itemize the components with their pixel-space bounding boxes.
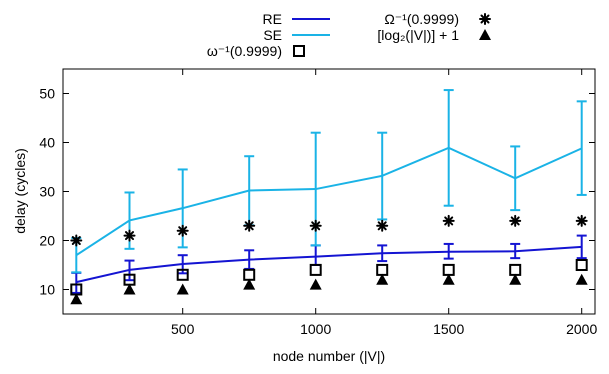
- series-1: [71, 89, 587, 274]
- series-2: [70, 214, 588, 247]
- data-point-triangle: [176, 283, 189, 295]
- y-tick-label: 20: [39, 233, 55, 249]
- data-point-triangle: [309, 278, 322, 290]
- x-tick-label: 500: [171, 321, 195, 337]
- data-point-star: [575, 214, 588, 227]
- data-point-square: [442, 263, 455, 276]
- x-axis-label: node number (|V|): [273, 348, 385, 364]
- series-marks: [70, 89, 588, 305]
- series-line: [76, 245, 582, 284]
- data-point-square: [70, 283, 83, 296]
- data-point-star: [243, 219, 256, 232]
- data-point-star: [442, 214, 455, 227]
- axis-ticks: 10 20 30 40 50 500 1000 1500 2000: [39, 69, 597, 337]
- data-point-triangle: [442, 273, 455, 285]
- legend-swatch: [293, 45, 305, 57]
- legend-label: RE: [263, 11, 282, 27]
- data-point-star: [509, 214, 522, 227]
- legend-item-1: SE: [263, 27, 330, 43]
- data-point-square: [376, 263, 389, 276]
- legend-swatch: [479, 13, 491, 25]
- x-tick-label: 1000: [300, 321, 331, 337]
- data-point-triangle: [575, 273, 588, 285]
- y-tick-label: 40: [39, 135, 55, 151]
- legend-item-0: RE: [263, 11, 330, 27]
- data-point-star: [176, 224, 189, 237]
- data-point-square: [123, 273, 136, 286]
- legend-item-2: Ω⁻¹(0.9999): [384, 11, 491, 27]
- legend-label: SE: [263, 27, 282, 43]
- data-point-triangle: [243, 278, 256, 290]
- data-point-triangle: [70, 293, 83, 305]
- data-point-star: [123, 229, 136, 242]
- data-point-square: [243, 268, 256, 281]
- data-point-star: [309, 219, 322, 232]
- legend-swatch: [479, 29, 491, 40]
- data-point-triangle: [123, 283, 136, 295]
- data-point-triangle: [376, 273, 389, 285]
- y-tick-label: 30: [39, 184, 55, 200]
- data-point-star: [70, 234, 83, 247]
- x-tick-label: 1500: [433, 321, 464, 337]
- legend-item-4: ω⁻¹(0.9999): [207, 43, 305, 59]
- data-point-square: [575, 259, 588, 271]
- series-4: [70, 259, 588, 296]
- series-3: [70, 273, 588, 305]
- y-tick-label: 50: [39, 86, 55, 102]
- legend-label: [log₂(|V|)] + 1: [377, 27, 459, 43]
- data-point-square: [509, 263, 522, 276]
- legend-item-3: [log₂(|V|)] + 1: [377, 27, 491, 43]
- x-tick-label: 2000: [566, 321, 597, 337]
- series-line: [75, 146, 583, 257]
- data-point-triangle: [509, 273, 522, 285]
- y-axis-label: delay (cycles): [12, 148, 28, 234]
- data-point-square: [309, 263, 322, 276]
- data-point-square: [176, 268, 189, 281]
- series-0: [71, 234, 587, 294]
- data-point-star: [376, 219, 389, 232]
- legend-label: Ω⁻¹(0.9999): [384, 11, 459, 27]
- legend-label: ω⁻¹(0.9999): [207, 43, 282, 59]
- y-tick-label: 10: [39, 282, 55, 298]
